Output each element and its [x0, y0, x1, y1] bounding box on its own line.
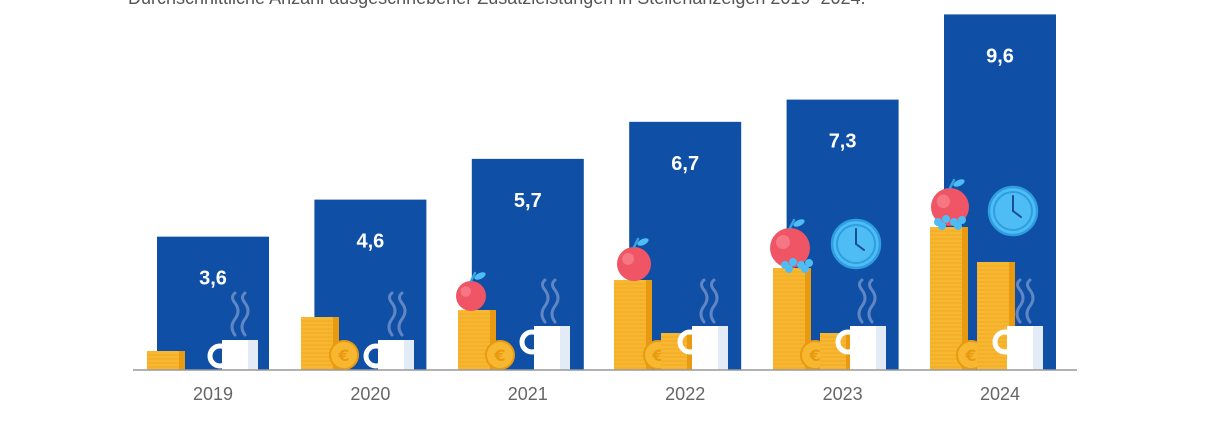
svg-text:€: € [808, 346, 820, 365]
coffee-cup-icon [677, 326, 728, 370]
steam-icon [540, 278, 560, 324]
steam-icon [230, 291, 250, 337]
x-tick-label: 2020 [350, 384, 390, 404]
apple-icon [617, 237, 651, 281]
decoration-layer: € € € € € [147, 178, 1043, 370]
blueberry-icon [934, 215, 966, 230]
bar-value-label: 9,6 [986, 45, 1014, 67]
bar-value-label: 4,6 [356, 231, 384, 253]
x-tick-label: 2023 [823, 384, 863, 404]
x-tick-label: 2022 [665, 384, 705, 404]
euro-coin-icon: € [485, 340, 515, 370]
x-tick-label: 2019 [193, 384, 233, 404]
coffee-cup-icon [992, 326, 1043, 370]
coin-stack-icon [301, 317, 339, 370]
steam-icon [857, 278, 877, 324]
steam-icon [699, 278, 719, 324]
steam-icon [1015, 278, 1035, 324]
coin-stack-icon [147, 351, 185, 370]
coin-stack-icon [614, 280, 652, 370]
bar-value-label: 3,6 [199, 268, 227, 290]
coffee-cup-icon [519, 326, 570, 370]
tick-layer: 2019 2020 2021 2022 2023 2024 [193, 384, 1020, 404]
coffee-cup-icon [363, 340, 414, 370]
apple-icon [770, 218, 810, 268]
coffee-cup-icon [835, 326, 886, 370]
clock-icon [987, 185, 1039, 237]
chart-subtitle: Durchschnittliche Anzahl ausgeschriebene… [128, 0, 866, 9]
svg-text:€: € [337, 346, 349, 365]
svg-text:€: € [964, 346, 976, 365]
euro-coin-icon: € [329, 340, 359, 370]
bar-value-label: 6,7 [671, 153, 699, 175]
apple-icon [931, 178, 969, 226]
bar-value-label: 5,7 [514, 190, 542, 212]
svg-text:€: € [493, 346, 505, 365]
blueberry-icon [781, 258, 813, 273]
bar-value-label: 7,3 [829, 131, 857, 153]
steam-icon [387, 291, 407, 337]
x-tick-label: 2024 [980, 384, 1020, 404]
svg-text:€: € [651, 346, 663, 365]
apple-icon [456, 271, 486, 311]
x-tick-label: 2021 [508, 384, 548, 404]
clock-icon [830, 218, 882, 270]
bars-layer: 3,6 4,6 5,7 6,7 7,3 9,6 [157, 14, 1056, 370]
coffee-cup-icon [207, 340, 258, 370]
